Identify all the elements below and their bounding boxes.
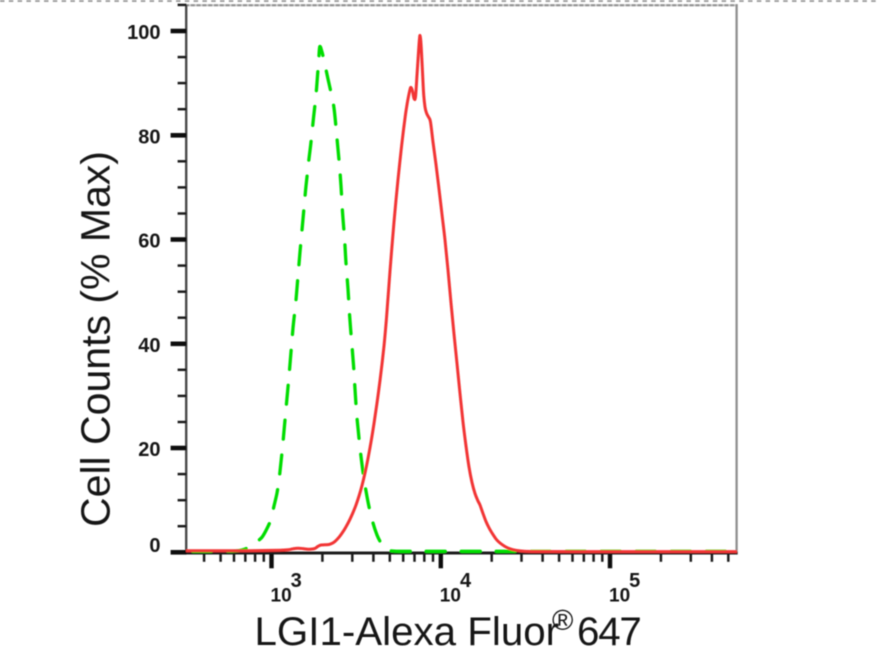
svg-text:0: 0 (149, 535, 160, 557)
svg-text:100: 100 (127, 22, 160, 44)
svg-text:Cell Counts (% Max): Cell Counts (% Max) (73, 151, 119, 527)
svg-text:60: 60 (138, 231, 160, 253)
svg-text:80: 80 (138, 126, 160, 148)
svg-text:LGI1-Alexa Fluor®647: LGI1-Alexa Fluor®647 (255, 605, 641, 652)
svg-text:40: 40 (138, 335, 160, 357)
svg-text:20: 20 (138, 439, 160, 461)
